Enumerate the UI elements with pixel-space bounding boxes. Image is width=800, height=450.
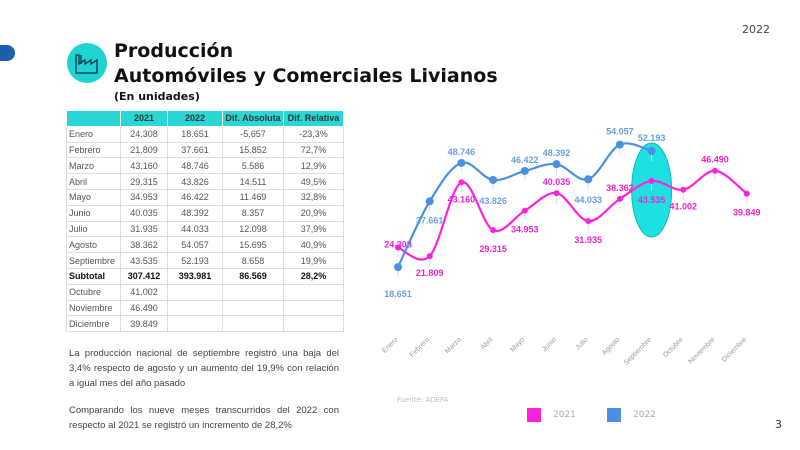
legend-swatch — [607, 408, 621, 422]
data-label: 43.826 — [479, 196, 507, 206]
legend-item-2021: 2021 — [527, 408, 576, 422]
data-point-2021-Julio — [585, 218, 592, 225]
data-point-2021-Noviembre — [712, 167, 718, 174]
series-line-2021 — [397, 169, 748, 261]
column-header: 2022 — [167, 110, 223, 127]
data-label: 52.193 — [638, 133, 666, 143]
x-tick-label: Octubre — [662, 336, 685, 359]
data-label: 46.490 — [701, 155, 729, 165]
data-label: 38.362 — [606, 183, 634, 193]
data-point-2021-Mayo — [521, 207, 528, 214]
data-label: 39.849 — [733, 208, 761, 218]
data-label: 29.315 — [479, 244, 507, 254]
data-label: 21.809 — [416, 268, 444, 278]
data-point-2021-Septiembre — [648, 177, 655, 184]
table-cell: 39.849 — [120, 315, 168, 333]
table-row: Febrero 21.809 37.661 15.852 72,7% — [66, 141, 344, 159]
legend-label: 2021 — [553, 410, 576, 420]
data-label: 24.308 — [384, 239, 412, 249]
production-table: 2021 2022 Dif. Absoluta Dif. Relativa Enero… — [66, 110, 344, 333]
column-header: Dif. Relativa — [283, 110, 344, 127]
data-label: 31.935 — [574, 235, 602, 245]
data-point-2021-Junio — [553, 190, 560, 197]
page-subtitle: (En unidades) — [114, 90, 200, 103]
data-label: 34.953 — [511, 225, 539, 235]
data-point-2021-Octubre — [680, 186, 687, 193]
x-tick-label: Septiembre — [623, 336, 653, 366]
x-tick-label: Abril — [480, 336, 495, 351]
data-label: 46.422 — [511, 155, 539, 165]
data-point-2021-Abril — [490, 227, 497, 234]
x-tick-label: Junio — [541, 336, 558, 353]
data-point-2022-Julio — [584, 175, 593, 184]
data-label: 44.033 — [574, 195, 602, 205]
x-tick-label: Julio — [574, 336, 589, 351]
paragraph-summary: La producción nacional de septiembre reg… — [69, 348, 339, 389]
data-point-2022-Abril — [489, 175, 498, 184]
data-label: 54.057 — [606, 127, 634, 137]
data-label: 18.651 — [384, 289, 412, 299]
table-row: Subtotal 307.412 393.981 86.569 28,2% — [66, 267, 344, 285]
factory-icon — [67, 43, 107, 83]
data-label: 48.392 — [543, 148, 571, 158]
legend-item-2022: 2022 — [607, 408, 656, 422]
data-label: 43.535 — [638, 195, 666, 205]
data-label: 48.746 — [448, 147, 476, 157]
page-number: 3 — [775, 418, 782, 431]
data-point-2022-Febrero — [425, 197, 434, 206]
data-point-2022-Septiembre — [647, 147, 656, 156]
chart-source: Fuente: ADEFA — [397, 396, 449, 404]
data-point-2021-Diciembre — [743, 190, 750, 197]
table-cell — [283, 315, 344, 333]
side-tab-decoration — [0, 45, 15, 61]
table-row: Abril 29.315 43.826 14.511 49,5% — [66, 173, 344, 190]
data-label: 40.035 — [543, 177, 571, 187]
data-point-2021-Febrero — [426, 253, 433, 260]
year-label: 2022 — [742, 23, 770, 36]
data-point-2022-Mayo — [520, 166, 529, 175]
table-row: Agosto 38.362 54.057 15.695 40,9% — [66, 236, 344, 254]
data-point-2021-Agosto — [616, 195, 623, 202]
paragraph-comparison: Comparando los nueve meses transcurridos… — [69, 405, 339, 431]
table-row: Junio 40.035 48.392 8.357 20,9% — [66, 204, 344, 222]
data-point-2022-Junio — [552, 160, 561, 169]
data-point-2021-Enero — [395, 244, 401, 251]
data-label: 41.002 — [670, 202, 698, 212]
legend-swatch — [527, 408, 541, 422]
x-tick-label: Diciembre — [721, 336, 748, 363]
x-tick-label: Marzo — [444, 336, 463, 355]
x-tick-label: Enero — [381, 336, 399, 354]
x-tick-label: Noviembre — [688, 336, 717, 365]
data-label: 43.160 — [448, 194, 476, 204]
page-title-line2: Automóviles y Comerciales Livianos — [114, 65, 498, 87]
data-label: 37.661 — [416, 215, 444, 225]
table-row: Octubre 41.002 — [66, 283, 344, 301]
data-point-2022-Enero — [394, 263, 402, 272]
data-point-2022-Marzo — [457, 158, 466, 167]
data-point-2022-Agosto — [615, 140, 624, 149]
x-tick-label: Agosto — [601, 336, 621, 356]
column-header — [66, 110, 121, 127]
x-tick-label: Mayo — [509, 336, 526, 353]
legend-label: 2022 — [633, 410, 656, 420]
data-point-2021-Marzo — [458, 179, 465, 186]
page-title: Producción — [114, 40, 234, 62]
table-row: Marzo 43.160 48.746 5.586 12,9% — [66, 157, 344, 175]
x-tick-label: Febrero — [409, 336, 431, 358]
table-row: Diciembre 39.849 — [66, 315, 344, 333]
table-row: Mayo 34.953 46.422 11.469 32,8% — [66, 188, 344, 206]
